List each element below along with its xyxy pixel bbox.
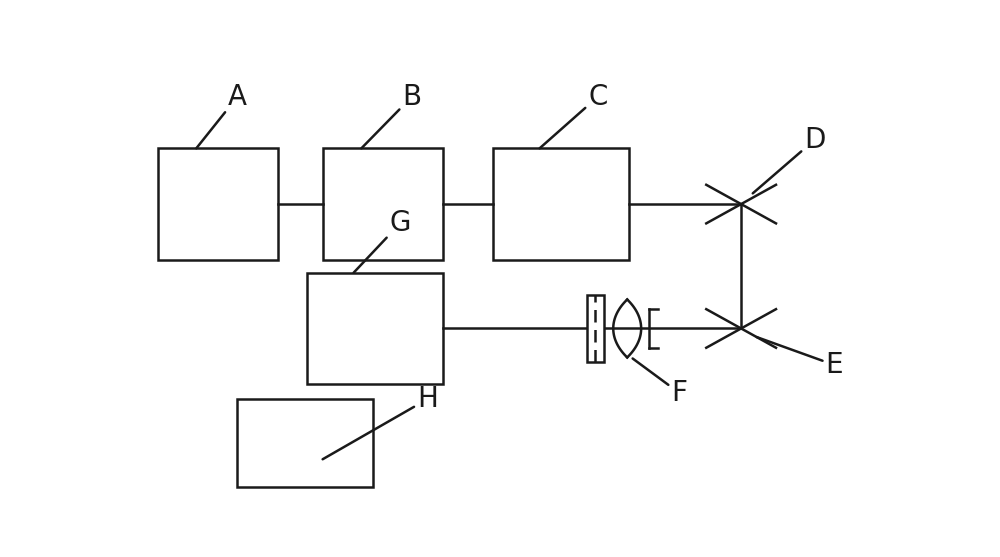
Bar	[587, 295, 604, 361]
Text: C: C	[540, 83, 607, 148]
Text: D: D	[753, 126, 825, 193]
Bar	[237, 399, 373, 487]
Text: H: H	[323, 385, 438, 460]
Bar	[493, 148, 629, 260]
Bar	[307, 273, 443, 384]
Text: G: G	[354, 209, 411, 273]
Text: A: A	[196, 83, 247, 148]
Bar	[323, 148, 443, 260]
Text: E: E	[757, 337, 843, 379]
Text: F: F	[633, 359, 687, 407]
Bar	[158, 148, 278, 260]
Text: B: B	[361, 83, 421, 148]
